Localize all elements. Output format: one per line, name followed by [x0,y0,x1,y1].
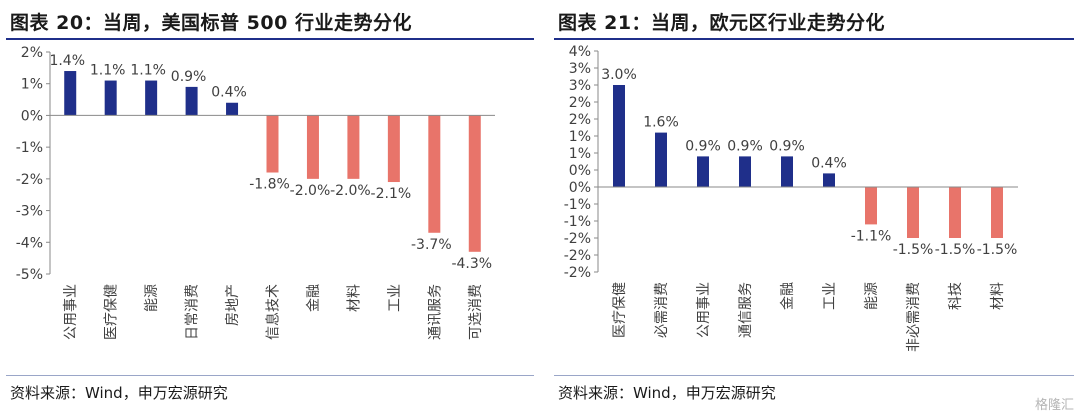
bar [266,115,279,173]
y-tick-label: 3% [569,78,591,94]
data-label: -1.5% [977,242,1018,258]
data-label: 1.1% [90,63,126,79]
y-tick-label: 2% [21,45,43,61]
source-note: 资料来源：Wind，申万宏源研究 [10,384,228,402]
y-tick-label: 3% [569,61,591,77]
chart-title: 图表 20：当周，美国标普 500 行业走势分化 [10,12,412,34]
data-label: -1.5% [935,242,976,258]
data-label: 1.4% [49,53,85,69]
bar [468,115,481,252]
data-label: 0.9% [685,138,721,154]
data-label: -1.1% [851,228,892,244]
bar [655,132,667,187]
bar [949,187,961,238]
y-tick-label: -2% [564,231,591,247]
category-label: 医疗保健 [104,284,120,340]
title-rule [6,38,534,40]
bar [226,102,239,116]
y-tick-label: -3% [16,204,43,220]
category-label: 材料 [346,284,362,312]
bar [387,115,400,183]
category-label: 日常消费 [185,284,201,340]
y-tick-label: -1% [16,140,43,156]
y-tick-label: 4% [569,44,591,60]
category-label: 能源 [144,284,160,312]
bar [865,187,877,225]
y-tick-label: -4% [16,235,43,251]
category-label: 信息技术 [265,284,282,340]
category-label: 通讯服务 [427,284,443,340]
data-label: 3.0% [601,67,637,83]
y-tick-label: -1% [564,214,591,230]
title-rule [554,38,1074,40]
bar [306,115,319,179]
watermark-logo: 格隆汇 [1034,398,1074,413]
y-tick-label: 1% [569,129,591,145]
y-tick-label: 0% [569,163,591,179]
data-label: 0.9% [769,138,805,154]
source-rule [6,375,534,376]
y-tick-label: 1% [569,146,591,162]
data-label: -1.8% [249,177,290,193]
category-label: 材料 [990,282,1006,310]
bar [104,80,117,116]
bar [185,86,198,116]
category-label: 非必需消费 [906,282,922,352]
category-label: 可选消费 [468,284,484,340]
category-label: 必需消费 [654,282,670,338]
category-label: 金融 [306,284,322,312]
y-tick-label: -5% [16,267,43,283]
data-label: -1.5% [893,242,934,258]
bar [991,187,1003,238]
data-label: -3.7% [411,237,452,253]
data-label: 0.9% [171,69,207,85]
bar [428,115,441,233]
y-tick-label: -2% [564,265,591,281]
y-tick-label: 2% [569,112,591,128]
category-label: 房地产 [225,284,241,326]
category-label: 医疗保健 [612,282,628,338]
bar [781,156,793,187]
data-label: -4.3% [451,256,492,272]
source-note: 资料来源：Wind，申万宏源研究 [558,384,776,402]
chart-panel-eurozone: 图表 21：当周，欧元区行业走势分化 4% 3% 3% 2% 2% 1% 1% 0% 0% -1%… [548,0,1080,417]
chart-title: 图表 21：当周，欧元区行业走势分化 [558,12,886,34]
y-tick-label: -2% [564,248,591,264]
y-tick-label: -1% [564,197,591,213]
bar [697,156,709,187]
category-label: 工业 [822,282,838,310]
data-label: 0.9% [727,138,763,154]
bar [613,85,625,187]
y-tick-label: -2% [16,172,43,188]
category-label: 工业 [387,284,403,312]
bar-chart-us: 2% 1% 0% -1% -2% -3% -4% -5% 1.4% 公用事业 1.1% 医疗保健 1.1… [16,45,495,340]
data-label: 0.4% [811,155,847,171]
category-label: 公用事业 [63,284,79,340]
bar [907,187,919,238]
data-label: -2.1% [371,186,412,202]
y-tick-label: 0% [569,180,591,196]
chart-panel-us: 图表 20：当周，美国标普 500 行业走势分化 2% 1% 0% -1% -2% -3%… [6,12,534,402]
source-rule [554,375,1074,376]
bar-chart-eurozone: 4%3%3%2%2%1%1%0%0%-1%-1%-2%-2%-2%3.0%医疗保… [564,44,1018,352]
y-tick-label: 1% [21,77,43,93]
data-label: -2.0% [290,183,331,199]
bar [347,115,360,179]
data-label: -2.0% [330,183,371,199]
bar [64,71,77,116]
bar [739,156,751,187]
y-tick-label: 2% [569,95,591,111]
category-label: 公用事业 [696,282,712,338]
category-label: 能源 [864,282,880,310]
data-label: 1.6% [643,115,679,131]
bar [145,80,158,116]
category-label: 科技 [948,282,964,310]
category-label: 金融 [780,282,796,310]
y-tick-label: 0% [21,108,43,124]
data-label: 0.4% [211,85,247,101]
category-label: 通信服务 [738,282,754,338]
data-label: 1.1% [130,63,166,79]
bar [823,173,835,187]
